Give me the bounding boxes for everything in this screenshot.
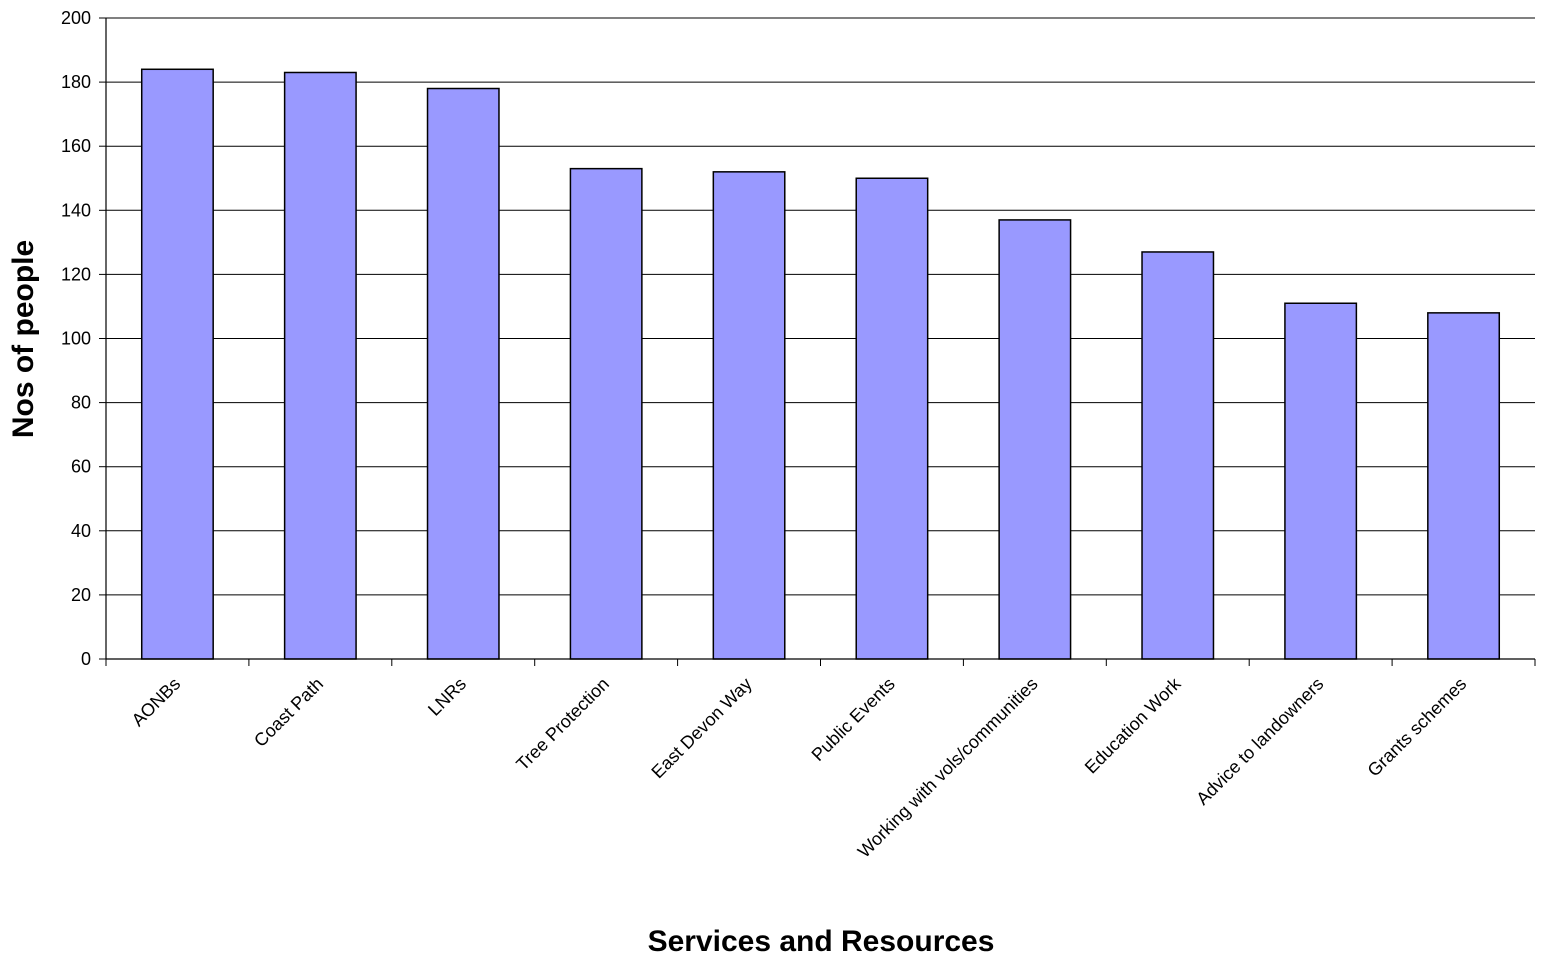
x-tick-label: Advice to landowners — [1192, 674, 1327, 809]
bar-6 — [855, 177, 929, 660]
x-tick-label: AONBs — [128, 674, 185, 731]
bar-8 — [1141, 251, 1215, 660]
bar-5 — [712, 171, 786, 660]
x-tick-label: Coast Path — [250, 674, 327, 751]
y-tick-label: 160 — [61, 136, 91, 156]
bar-3 — [426, 87, 500, 660]
y-tick-label: 0 — [81, 649, 91, 669]
y-tick-label: 40 — [71, 521, 91, 541]
x-tick-label: Education Work — [1081, 673, 1185, 777]
bar-9 — [1284, 302, 1358, 660]
y-tick-label: 120 — [61, 264, 91, 284]
x-tick-labels: AONBs Coast Path LNRs Tree Protection East D… — [128, 673, 1471, 862]
y-tick-label: 140 — [61, 200, 91, 220]
bar-10 — [1427, 312, 1501, 660]
y-tick-label: 100 — [61, 329, 91, 349]
y-tick-label: 80 — [71, 393, 91, 413]
y-tick-label: 200 — [61, 8, 91, 28]
y-tick-labels: 0 20 40 60 80 100 120 140 160 180 200 — [61, 8, 91, 669]
bar-4 — [569, 167, 643, 660]
bar-2 — [283, 71, 357, 660]
x-tick-label: Grants schemes — [1364, 674, 1471, 781]
y-tick-label: 60 — [71, 457, 91, 477]
y-tick-label: 20 — [71, 585, 91, 605]
y-tick-label: 180 — [61, 72, 91, 92]
x-axis-title: Services and Resources — [648, 925, 995, 955]
y-axis-title: Nos of people — [7, 240, 40, 438]
x-tick-label: Public Events — [808, 674, 899, 765]
axes — [99, 17, 1536, 666]
x-tick-label: Tree Protection — [512, 674, 613, 775]
bars — [140, 68, 1501, 660]
x-tick-label: East Devon Way — [647, 674, 755, 782]
bar-7 — [998, 219, 1072, 660]
x-tick-label: LNRs — [424, 674, 470, 720]
bar-1 — [140, 68, 214, 660]
